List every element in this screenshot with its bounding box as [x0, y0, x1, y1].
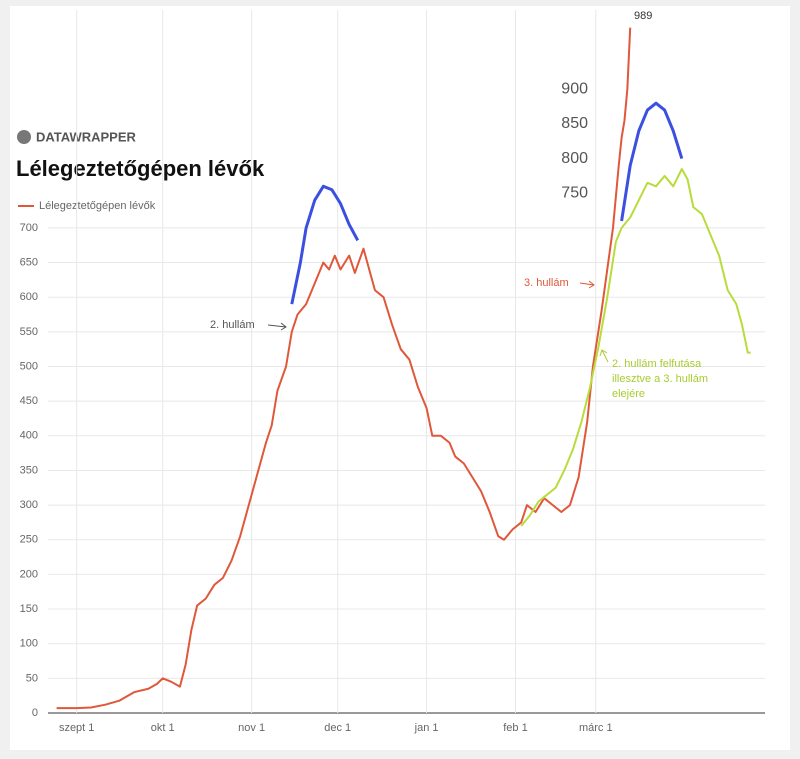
brand: DATAWRAPPER	[36, 129, 137, 144]
panel	[10, 6, 790, 750]
y-tick-label: 200	[20, 568, 38, 580]
x-tick-label: márc 1	[579, 722, 613, 734]
annotation: elejére	[612, 388, 645, 400]
x-tick-label: nov 1	[238, 722, 265, 734]
line	[290, 184, 360, 305]
y-tick-label: 0	[32, 707, 38, 719]
y-tick-label: 150	[20, 603, 38, 615]
extra-y-tick-label: 850	[561, 115, 588, 132]
line	[520, 167, 751, 527]
extra-y-tick-label: 750	[561, 184, 588, 201]
y-tick-label: 300	[20, 499, 38, 511]
y-tick-label: 100	[20, 638, 38, 650]
arrow	[267, 322, 287, 331]
x-tick-label: feb 1	[503, 722, 527, 734]
annotation: illesztve a 3. hullám	[612, 373, 708, 385]
y-tick-label: 450	[20, 395, 38, 407]
x-tick-label: szept 1	[59, 722, 94, 734]
y-tick-label: 700	[20, 222, 38, 234]
peak-label: 989	[634, 10, 652, 22]
annotation: 3. hullám	[524, 277, 569, 289]
y-tick-label: 650	[20, 256, 38, 268]
line	[56, 27, 632, 710]
y-tick-label: 350	[20, 464, 38, 476]
annotation: 2. hullám felfutása	[612, 358, 702, 370]
line	[620, 101, 684, 222]
y-tick-label: 500	[20, 360, 38, 372]
annotation: 2. hullám	[210, 319, 255, 331]
brand-icon	[17, 130, 31, 144]
arrow	[599, 349, 609, 363]
arrow	[579, 280, 595, 289]
extra-y-tick-label: 800	[561, 150, 588, 167]
y-tick-label: 400	[20, 430, 38, 442]
x-tick-label: okt 1	[151, 722, 175, 734]
extra-y-tick-label: 900	[561, 81, 588, 98]
chart-title: Lélegeztetőgépen lévők	[16, 156, 265, 181]
x-tick-label: jan 1	[414, 722, 439, 734]
legend-label: Lélegeztetőgépen lévők	[39, 200, 156, 212]
y-tick-label: 550	[20, 326, 38, 338]
x-tick-label: dec 1	[324, 722, 351, 734]
y-tick-label: 250	[20, 534, 38, 546]
y-tick-label: 50	[26, 672, 38, 684]
y-tick-label: 600	[20, 291, 38, 303]
